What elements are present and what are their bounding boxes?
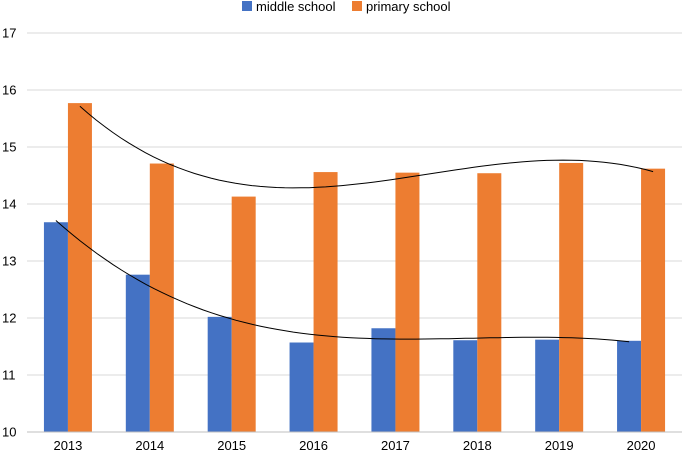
legend-label-primary-school: primary school bbox=[366, 0, 451, 14]
y-tick-label: 17 bbox=[2, 26, 16, 41]
bar-primary-school-2020 bbox=[641, 168, 666, 432]
bar-primary-school-2013 bbox=[67, 103, 92, 433]
y-tick-label: 16 bbox=[2, 83, 16, 98]
bar-middle-school-2019 bbox=[535, 339, 560, 432]
bar-middle-school-2018 bbox=[453, 340, 478, 432]
bar-primary-school-2017 bbox=[395, 172, 420, 432]
x-tick-label: 2020 bbox=[627, 438, 656, 453]
x-tick-label: 2017 bbox=[381, 438, 410, 453]
legend-swatch-middle-school bbox=[242, 1, 252, 11]
bar-middle-school-2015 bbox=[207, 316, 232, 432]
bar-middle-school-2020 bbox=[617, 340, 642, 432]
x-tick-label: 2013 bbox=[53, 438, 82, 453]
x-tick-label: 2019 bbox=[545, 438, 574, 453]
y-tick-label: 13 bbox=[2, 254, 16, 269]
y-tick-label: 11 bbox=[2, 368, 16, 383]
bar-middle-school-2016 bbox=[289, 342, 314, 432]
x-tick-label: 2014 bbox=[135, 438, 164, 453]
y-tick-label: 15 bbox=[2, 140, 16, 155]
bar-middle-school-2017 bbox=[371, 328, 396, 432]
legend: middle school primary school bbox=[242, 0, 451, 14]
bar-primary-school-2014 bbox=[149, 163, 174, 432]
legend-swatch-primary-school bbox=[352, 1, 362, 11]
legend-label-middle-school: middle school bbox=[256, 0, 336, 14]
x-tick-label: 2018 bbox=[463, 438, 492, 453]
x-axis-ticks: 2013 2014 2015 2016 2017 2018 2019 2020 bbox=[53, 438, 655, 453]
bar-primary-school-2015 bbox=[231, 196, 256, 432]
trendlines bbox=[55, 105, 654, 343]
y-axis-ticks: 10 11 12 13 14 15 16 17 bbox=[2, 26, 16, 440]
x-tick-label: 2016 bbox=[299, 438, 328, 453]
gridlines bbox=[27, 32, 682, 433]
bars bbox=[43, 103, 666, 433]
bar-middle-school-2014 bbox=[125, 274, 150, 432]
trendline-primary-school bbox=[79, 105, 654, 189]
y-tick-label: 10 bbox=[2, 425, 16, 440]
bar-primary-school-2016 bbox=[313, 172, 338, 432]
trendline-middle-school bbox=[55, 220, 630, 343]
y-tick-label: 12 bbox=[2, 311, 16, 326]
bar-middle-school-2013 bbox=[43, 222, 68, 432]
x-tick-label: 2015 bbox=[217, 438, 246, 453]
bar-primary-school-2019 bbox=[559, 162, 584, 432]
bar-primary-school-2018 bbox=[477, 173, 502, 432]
y-tick-label: 14 bbox=[2, 197, 16, 212]
